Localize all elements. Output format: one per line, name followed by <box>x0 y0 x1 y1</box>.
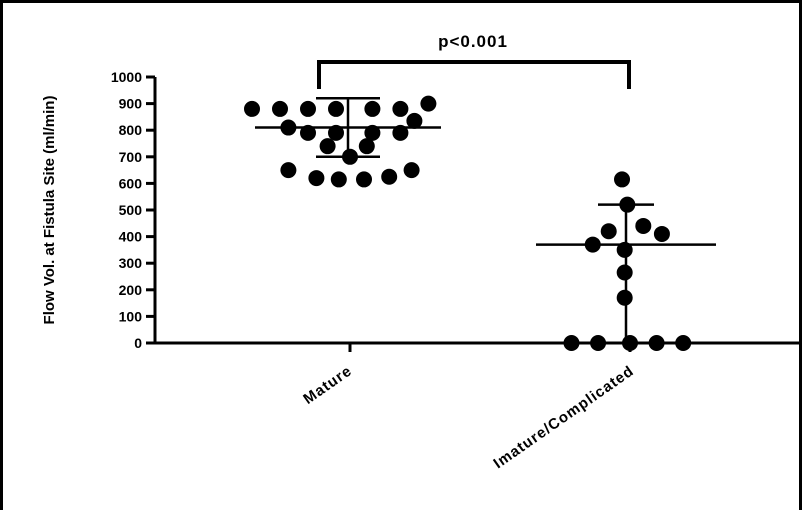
x-axis <box>154 341 802 352</box>
y-tick-label: 300 <box>119 255 143 271</box>
data-point <box>381 168 398 185</box>
data-point <box>406 112 423 129</box>
data-point <box>300 100 316 117</box>
data-point <box>330 171 347 188</box>
y-tick-label: 0 <box>134 335 142 351</box>
data-point <box>392 124 409 141</box>
y-axis: 0 100 200 300 400 500 600 700 800 900 1000 <box>111 69 157 351</box>
data-point <box>364 124 381 141</box>
y-tick-label: 600 <box>119 175 143 191</box>
data-point <box>616 264 633 281</box>
category-label-mature: Mature <box>300 362 355 408</box>
p-value-label: p<0.001 <box>438 32 508 51</box>
data-point <box>616 289 633 306</box>
data-point <box>280 162 297 179</box>
data-point <box>614 171 631 188</box>
data-points <box>244 95 692 351</box>
data-point <box>648 335 665 351</box>
data-point <box>244 100 260 117</box>
data-point <box>328 100 344 117</box>
y-tick-label: 100 <box>119 308 143 324</box>
error-bars <box>255 97 716 343</box>
data-point <box>392 100 409 117</box>
y-tick-label: 800 <box>119 122 143 138</box>
data-point <box>622 335 638 351</box>
data-point <box>308 170 325 187</box>
y-tick-label: 500 <box>119 202 143 218</box>
y-tick-label: 1000 <box>111 69 142 85</box>
data-point <box>616 241 633 258</box>
significance-bracket <box>317 60 631 89</box>
data-point <box>590 335 607 351</box>
y-axis-label: Flow Vol. at Fistula Site (ml/min) <box>41 96 58 325</box>
category-label-imature-complicated: Imature/Complicated <box>490 362 637 472</box>
data-point <box>328 124 344 141</box>
data-point <box>675 335 692 351</box>
bracket-line <box>317 60 631 89</box>
y-tick-label: 200 <box>119 282 143 298</box>
y-tick-label: 700 <box>119 149 143 165</box>
data-point <box>635 217 652 234</box>
data-point <box>356 171 372 188</box>
y-tick-label: 900 <box>119 96 143 112</box>
data-point <box>272 100 288 117</box>
y-tick-label: 400 <box>119 229 143 245</box>
data-point <box>420 95 437 112</box>
data-point <box>563 335 580 351</box>
data-point <box>653 225 670 242</box>
data-point <box>600 223 617 240</box>
scatter-chart: 0 100 200 300 400 500 600 700 800 900 1000 Flow Vo… <box>41 32 802 472</box>
data-point <box>319 138 336 155</box>
data-point <box>300 124 316 141</box>
data-point <box>364 100 381 117</box>
data-point <box>403 162 420 179</box>
data-point <box>358 138 375 155</box>
